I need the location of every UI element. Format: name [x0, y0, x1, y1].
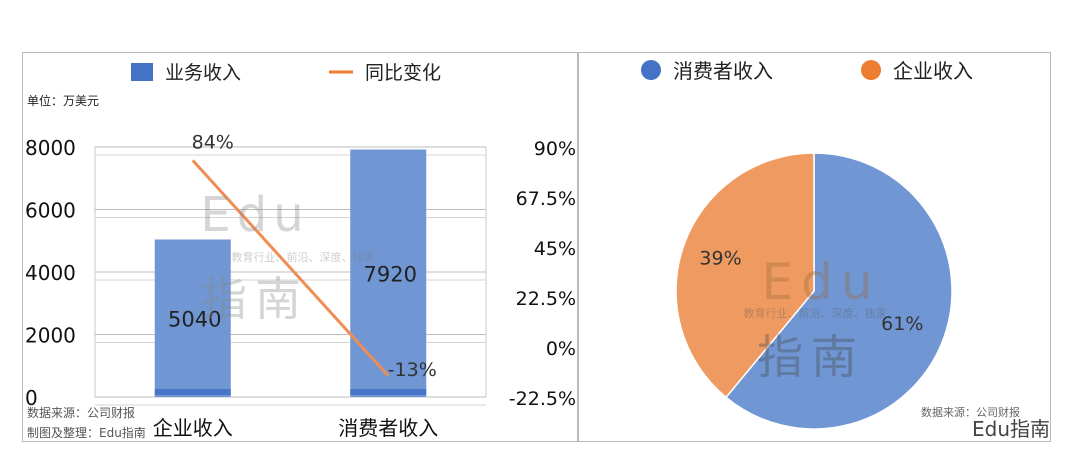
y-right-tick-label: 0% — [546, 338, 576, 360]
pie-chart-svg: 消费者收入 企业收入 61% 39% Edu 教育行业、前沿、深度、独家 指南 — [641, 59, 973, 430]
line-value-label: 84% — [192, 131, 234, 153]
pie-watermark-latin: Edu — [761, 253, 880, 311]
pie-watermark-cn: 指南 — [757, 330, 865, 384]
watermark-latin: Edu — [200, 187, 309, 243]
unit-label: 单位：万美元 — [27, 93, 99, 108]
pie-watermark: Edu 教育行业、前沿、深度、独家 指南 — [744, 253, 887, 384]
y-right-tick-label: -22.5% — [509, 388, 576, 410]
watermark: Edu 教育行业、前沿、深度、独家 指南 — [200, 187, 374, 326]
line-series — [191, 159, 390, 377]
pie-slice-label: 61% — [881, 313, 923, 335]
y-left-tick-label: 2000 — [25, 324, 76, 348]
line-value-label: -13% — [388, 359, 437, 381]
pie-legend-swatch — [641, 60, 661, 80]
bar-base — [350, 389, 427, 395]
pie-slice — [675, 152, 815, 399]
pie-legend-swatch — [861, 60, 881, 80]
footer-logo: Edu指南 — [971, 417, 1050, 441]
y-left-tick-label: 8000 — [25, 136, 76, 160]
pie-slice — [724, 152, 953, 430]
bar — [154, 239, 231, 397]
watermark-tagline: 教育行业、前沿、深度、独家 — [232, 250, 375, 264]
y-right-tick-label: 90% — [534, 138, 576, 160]
y-left-tick-label: 6000 — [25, 199, 76, 223]
source-line-1: 数据来源：公司财报 — [27, 405, 135, 420]
bar-value-label: 5040 — [168, 307, 221, 331]
legend-bar-label: 业务收入 — [165, 62, 241, 84]
combo-chart-panel: 业务收入 同比变化 单位：万美元 0 2000 4000 6000 8000 -22.5%… — [22, 52, 578, 442]
bar — [350, 149, 427, 397]
y-right-tick-label: 67.5% — [516, 188, 576, 210]
pie-slice-label: 39% — [699, 247, 741, 269]
pie-legend-label: 企业收入 — [893, 59, 973, 83]
bar-value-label: 7920 — [364, 262, 417, 286]
bar-base — [154, 389, 231, 395]
plot-area: 0 2000 4000 6000 8000 -22.5% 0% 22.5% 45% 67.5% 90… — [25, 131, 576, 440]
footer-source: 数据来源：公司财报 — [921, 406, 1020, 419]
combo-chart-svg: 业务收入 同比变化 单位：万美元 0 2000 4000 6000 8000 -22.5%… — [25, 62, 576, 440]
pie-area: 61% 39% — [675, 152, 953, 430]
legend-line-label: 同比变化 — [365, 62, 441, 84]
source-line-2: 制图及整理：Edu指南 — [27, 425, 146, 440]
x-tick-label: 企业收入 — [153, 416, 233, 440]
pie-legend-label: 消费者收入 — [673, 59, 773, 83]
y-left-tick-label: 4000 — [25, 261, 76, 285]
pie-legend: 消费者收入 企业收入 — [641, 59, 973, 83]
y-right-tick-label: 22.5% — [516, 288, 576, 310]
legend-bar-swatch — [131, 63, 153, 81]
x-tick-label: 消费者收入 — [338, 416, 438, 440]
watermark-cn: 指南 — [201, 272, 309, 326]
y-right-tick-label: 45% — [534, 238, 576, 260]
pie-chart-panel: 消费者收入 企业收入 61% 39% Edu 教育行业、前沿、深度、独家 指南 — [578, 52, 1051, 442]
pie-watermark-tagline: 教育行业、前沿、深度、独家 — [744, 306, 887, 320]
y-left-tick-label: 0 — [25, 386, 38, 410]
